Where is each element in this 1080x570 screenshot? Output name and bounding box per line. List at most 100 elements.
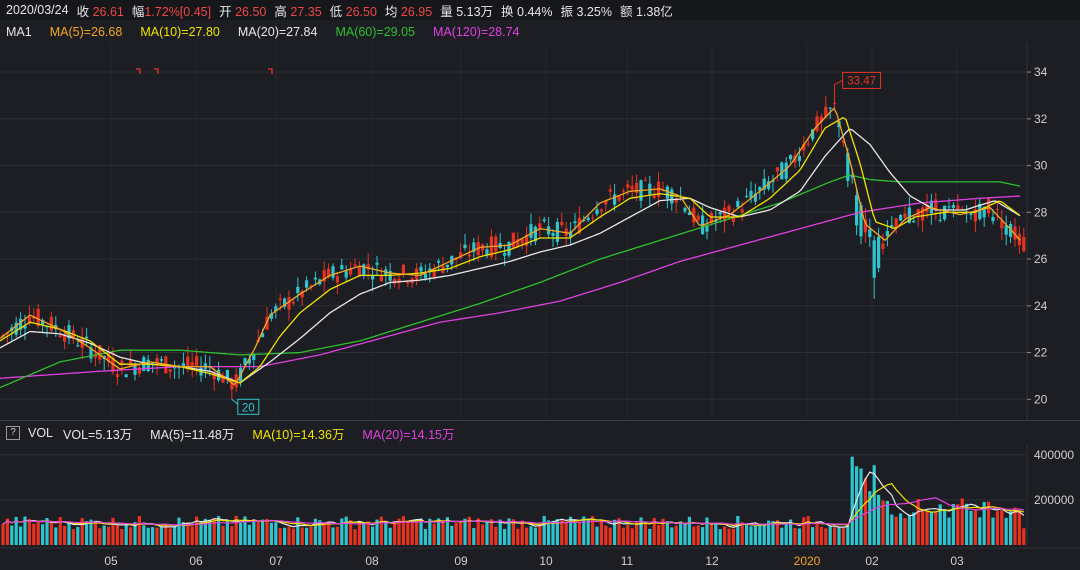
volume-bar (494, 526, 498, 545)
volume-value: 5.13万 (456, 4, 494, 19)
volume-bar (208, 519, 212, 545)
volume-bar (419, 518, 423, 545)
volume-bar (155, 527, 159, 545)
volume-bar (938, 504, 942, 545)
volume-bar (265, 518, 269, 545)
candle-body (76, 345, 80, 347)
volume-bar (846, 525, 850, 545)
volume-bar (951, 503, 955, 545)
volume-bar (98, 528, 102, 545)
volume-bar (388, 527, 392, 545)
ma20-legend: MA(20)=27.84 (237, 25, 318, 39)
avg-label: 均 (384, 4, 398, 19)
volume-bar (450, 525, 454, 545)
candle-body (969, 212, 973, 215)
volume-bar (731, 528, 735, 545)
candle-body (815, 116, 819, 131)
candle-body (811, 129, 815, 140)
candle-body (371, 276, 375, 280)
volume-bar (49, 522, 53, 545)
price-tick-label: 26 (1034, 252, 1048, 266)
volume-bar (507, 518, 511, 545)
volume-bar (489, 519, 493, 545)
candle-body (582, 220, 586, 222)
signal-marker (154, 68, 159, 74)
candle-body (494, 236, 498, 252)
vol-ma10-legend: MA(10)=14.36万 (252, 427, 345, 442)
candle-body (349, 268, 353, 275)
volume-bar (476, 518, 480, 545)
candle-body (569, 231, 573, 238)
month-label: 11 (621, 554, 634, 568)
candle-body (137, 367, 141, 374)
candle-body (247, 358, 251, 364)
candle-body (630, 185, 634, 190)
volume-bar (934, 511, 938, 545)
volume-bar (305, 527, 309, 545)
vol-indicator-name[interactable]: VOL (28, 426, 54, 440)
volume-bar (591, 515, 595, 545)
ma60-legend: MA(60)=29.05 (335, 25, 415, 39)
volume-bar (58, 517, 62, 545)
candle-body (168, 369, 172, 372)
price-tick-label: 28 (1034, 205, 1048, 219)
candle-body (124, 374, 128, 378)
open-value: 26.50 (235, 4, 267, 19)
volume-bar (692, 526, 696, 545)
volume-bar (472, 528, 476, 545)
volume-bar (36, 521, 40, 545)
volume-bar (956, 504, 960, 545)
volume-bar (291, 528, 295, 545)
candle-body (978, 203, 982, 220)
candle-body (692, 207, 696, 223)
candle-body (727, 205, 731, 212)
volume-bar (199, 521, 203, 545)
volume-bar (806, 516, 810, 545)
volume-bar (797, 528, 801, 545)
candle-body (296, 286, 300, 294)
volume-bar (573, 521, 577, 545)
candle-body (745, 195, 749, 197)
amount-value: 1.38亿 (635, 4, 673, 19)
volume-bar (107, 526, 111, 545)
ma-legend-bar: MA1 MA(5)=26.68 MA(10)=27.80 MA(20)=27.8… (0, 22, 1080, 42)
candle-body (300, 290, 304, 298)
volume-bar (366, 521, 370, 545)
volume-bar (335, 526, 339, 545)
volume-bar (252, 519, 256, 545)
volume-bar (340, 518, 344, 545)
volume-bar (481, 524, 485, 545)
candle-body (613, 194, 617, 205)
candle-body (221, 375, 225, 383)
volume-bar (379, 516, 383, 545)
candle-body (617, 195, 621, 201)
candle-body (353, 264, 357, 266)
candle-body (313, 277, 317, 280)
candle-body (432, 268, 436, 278)
help-icon[interactable]: ? (6, 426, 20, 440)
quote-date: 2020/03/24 (6, 3, 69, 17)
candle-body (322, 270, 326, 282)
candle-body (393, 278, 397, 284)
candle-body (85, 336, 89, 339)
candle-body (652, 195, 656, 198)
open-label: 开 (219, 4, 232, 19)
volume-bar (784, 524, 788, 545)
ma10-line (0, 116, 1021, 384)
price-tick-label: 34 (1034, 65, 1048, 79)
ma120-legend: MA(120)=28.74 (433, 25, 520, 39)
volume-bar (793, 528, 797, 545)
volume-bar (357, 522, 361, 545)
ma-indicator-name[interactable]: MA1 (6, 25, 32, 39)
candle-body (335, 276, 339, 283)
candle-body (529, 224, 533, 238)
volume-label: 量 (440, 4, 453, 19)
volume-bar (243, 516, 247, 545)
candle-body (824, 106, 828, 118)
candle-body (802, 143, 806, 151)
candle-body (397, 278, 401, 284)
volume-bar (27, 518, 31, 545)
volume-bar (406, 520, 410, 545)
volume-bar (687, 516, 691, 545)
